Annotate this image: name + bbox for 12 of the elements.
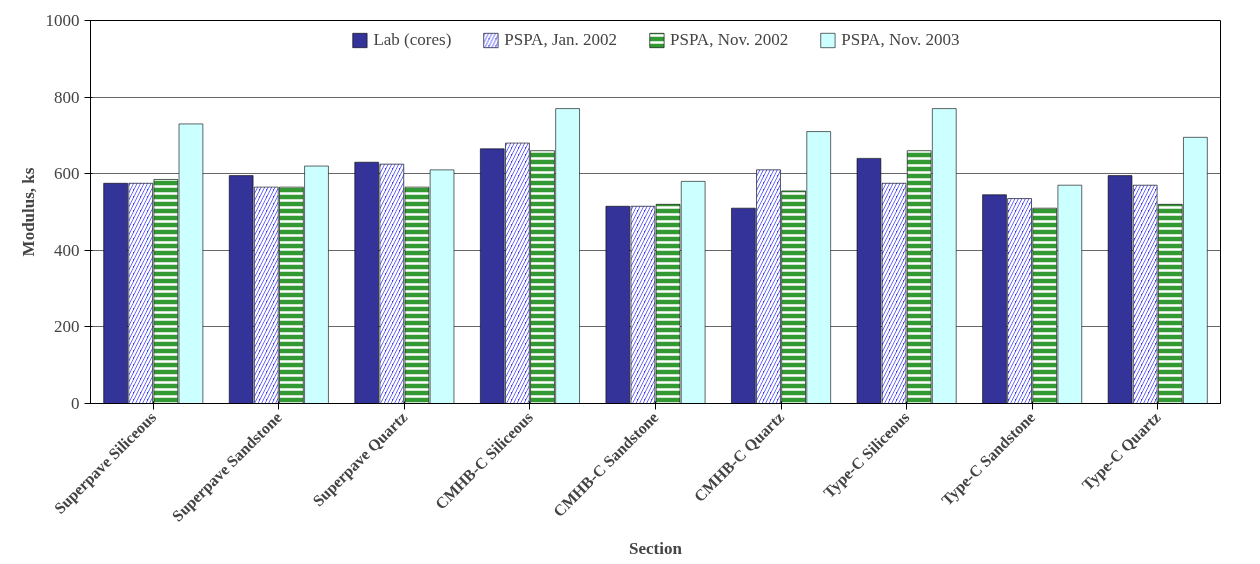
y-tick-label: 400 <box>54 240 80 260</box>
legend-label: PSPA, Nov. 2002 <box>670 30 789 50</box>
y-tick-label: 200 <box>54 317 80 337</box>
y-tick-label: 0 <box>71 394 80 413</box>
y-axis-title: Modulus, ks <box>18 167 38 257</box>
legend-label: Lab (cores) <box>373 30 452 50</box>
legend-label: PSPA, Nov. 2003 <box>841 30 960 50</box>
y-tick-label: 600 <box>54 164 80 184</box>
y-tick-label: 800 <box>54 87 80 107</box>
legend-label: PSPA, Jan. 2002 <box>504 30 618 50</box>
y-tick-label: 1000 <box>45 11 80 30</box>
x-axis-title: Section <box>629 538 683 558</box>
